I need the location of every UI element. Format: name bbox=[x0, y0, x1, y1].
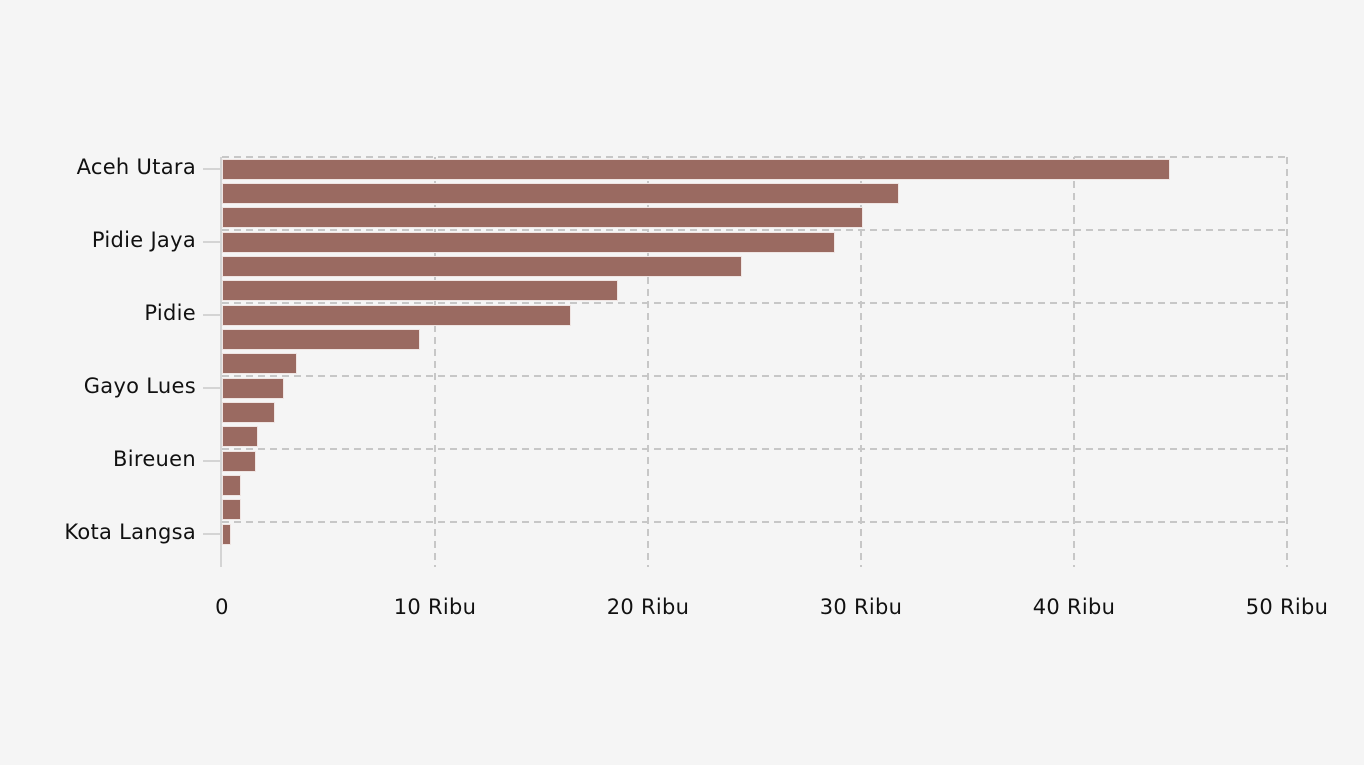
bar-pidie-jaya bbox=[222, 231, 836, 253]
bar-pidie bbox=[222, 304, 572, 326]
x-axis-label-0: 0 bbox=[215, 595, 229, 619]
gridline-horizontal bbox=[222, 228, 1287, 231]
y-tick-mark bbox=[203, 460, 222, 463]
bar-row-5 bbox=[222, 255, 742, 277]
y-tick-mark bbox=[203, 387, 222, 390]
y-axis-label-gayo-lues: Gayo Lues bbox=[83, 374, 196, 399]
bar-aceh-utara bbox=[222, 158, 1170, 180]
y-axis-label-aceh-utara: Aceh Utara bbox=[76, 155, 196, 180]
y-tick-mark bbox=[203, 241, 222, 244]
y-tick-mark bbox=[203, 533, 222, 536]
y-axis-label-pidie-jaya: Pidie Jaya bbox=[91, 228, 196, 253]
bar-row-14 bbox=[222, 474, 242, 496]
bar-kota-langsa bbox=[222, 523, 231, 545]
bar-row-15 bbox=[222, 499, 242, 521]
gridline-vertical bbox=[860, 157, 862, 567]
bar-row-11 bbox=[222, 401, 276, 423]
gridline-horizontal bbox=[222, 301, 1287, 304]
y-axis-line bbox=[220, 157, 222, 567]
x-axis-label-50: 50 Ribu bbox=[1245, 595, 1329, 619]
plot-area bbox=[220, 156, 1288, 567]
bar-gayo-lues bbox=[222, 377, 284, 399]
y-axis-label-kota-langsa: Kota Langsa bbox=[64, 520, 196, 545]
bar-row-3 bbox=[222, 207, 864, 229]
bar-bireuen bbox=[222, 450, 257, 472]
y-axis-label-pidie: Pidie bbox=[144, 301, 196, 326]
y-axis-label-bireuen: Bireuen bbox=[113, 447, 196, 472]
gridline-horizontal bbox=[222, 374, 1287, 377]
gridline-vertical bbox=[1286, 157, 1288, 567]
bar-row-2 bbox=[222, 182, 900, 204]
y-tick-mark bbox=[203, 168, 222, 171]
bar-row-12 bbox=[222, 426, 259, 448]
gridline-vertical bbox=[1073, 157, 1075, 567]
y-tick-mark bbox=[203, 314, 222, 317]
gridline-vertical bbox=[434, 157, 436, 567]
bar-row-9 bbox=[222, 353, 297, 375]
gridline-horizontal bbox=[222, 447, 1287, 450]
gridline-vertical bbox=[647, 157, 649, 567]
gridline-horizontal bbox=[222, 520, 1287, 523]
x-axis-label-20: 20 Ribu bbox=[606, 595, 690, 619]
x-axis-label-40: 40 Ribu bbox=[1032, 595, 1116, 619]
x-axis-label-10: 10 Ribu bbox=[393, 595, 477, 619]
x-axis-label-30: 30 Ribu bbox=[819, 595, 903, 619]
bar-row-8 bbox=[222, 328, 421, 350]
gridline-horizontal bbox=[222, 156, 1287, 158]
bar-row-6 bbox=[222, 280, 619, 302]
